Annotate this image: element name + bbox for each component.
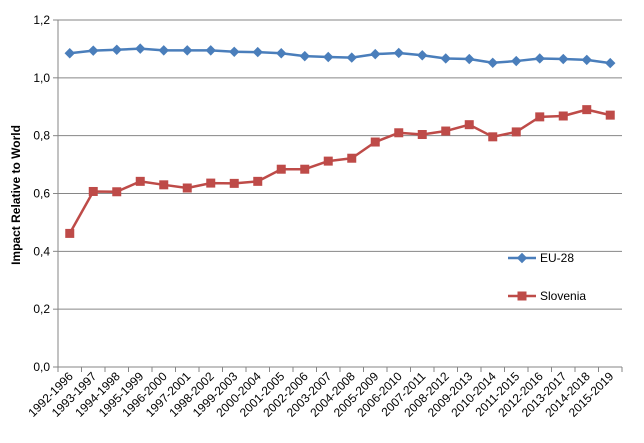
data-point [417, 50, 428, 61]
data-point [535, 112, 545, 122]
data-point [229, 46, 240, 58]
data-point [88, 45, 99, 56]
data-point [393, 47, 404, 59]
data-point [582, 105, 592, 115]
data-point [605, 110, 615, 120]
legend-label: Slovenia [540, 289, 586, 303]
series-eu-28 [64, 43, 616, 69]
data-point [276, 164, 286, 174]
data-point [323, 156, 333, 166]
data-point [229, 178, 239, 188]
y-tick-label: 0,2 [33, 302, 50, 316]
legend-entry: EU-28 [508, 251, 574, 265]
data-point [299, 50, 310, 62]
data-point [370, 137, 380, 147]
data-point [516, 252, 528, 264]
data-point [159, 180, 169, 190]
data-point [488, 132, 498, 142]
data-point [417, 130, 427, 140]
data-point [88, 186, 98, 196]
data-point [441, 126, 451, 136]
data-point [206, 178, 216, 188]
data-point [135, 176, 145, 186]
data-point [182, 183, 192, 193]
data-point [440, 53, 451, 64]
data-point [517, 291, 527, 301]
data-point [558, 53, 569, 65]
y-tick-label: 0,6 [33, 187, 50, 201]
data-point [581, 54, 592, 66]
data-point [135, 43, 146, 54]
data-point [511, 55, 522, 67]
y-tick-label: 0,0 [33, 360, 50, 374]
data-point [346, 52, 357, 63]
data-point [464, 120, 474, 130]
data-point [182, 45, 193, 56]
y-tick-label: 1,2 [33, 13, 50, 27]
data-point [394, 128, 404, 138]
legend: EU-28 Slovenia [508, 251, 586, 303]
data-point [605, 57, 616, 69]
y-tick-label: 1,0 [33, 71, 50, 85]
series-slovenia [65, 105, 615, 238]
data-point [253, 176, 263, 186]
data-point [511, 127, 521, 137]
data-point [112, 187, 122, 197]
data-point [370, 48, 381, 60]
data-point [252, 46, 263, 58]
legend-label: EU-28 [540, 251, 574, 265]
y-tick-labels: 0,0 0,2 0,4 0,6 0,8 1,0 1,2 [33, 13, 58, 374]
data-point [64, 48, 75, 59]
data-point [300, 164, 310, 174]
gridlines [58, 19, 622, 310]
data-point [205, 45, 216, 56]
y-axis-label: Impact Relative to World [9, 125, 23, 265]
legend-entry: Slovenia [508, 289, 586, 303]
data-point [558, 111, 568, 121]
data-point [464, 53, 475, 65]
data-point [487, 57, 498, 69]
y-tick-label: 0,8 [33, 129, 50, 143]
data-point [323, 51, 334, 63]
data-point [534, 53, 545, 64]
data-point [111, 44, 122, 55]
series-group [64, 43, 616, 238]
data-point [347, 153, 357, 163]
y-tick-label: 0,4 [33, 244, 50, 258]
data-point [158, 45, 169, 56]
data-point [65, 228, 75, 238]
data-point [276, 48, 287, 59]
